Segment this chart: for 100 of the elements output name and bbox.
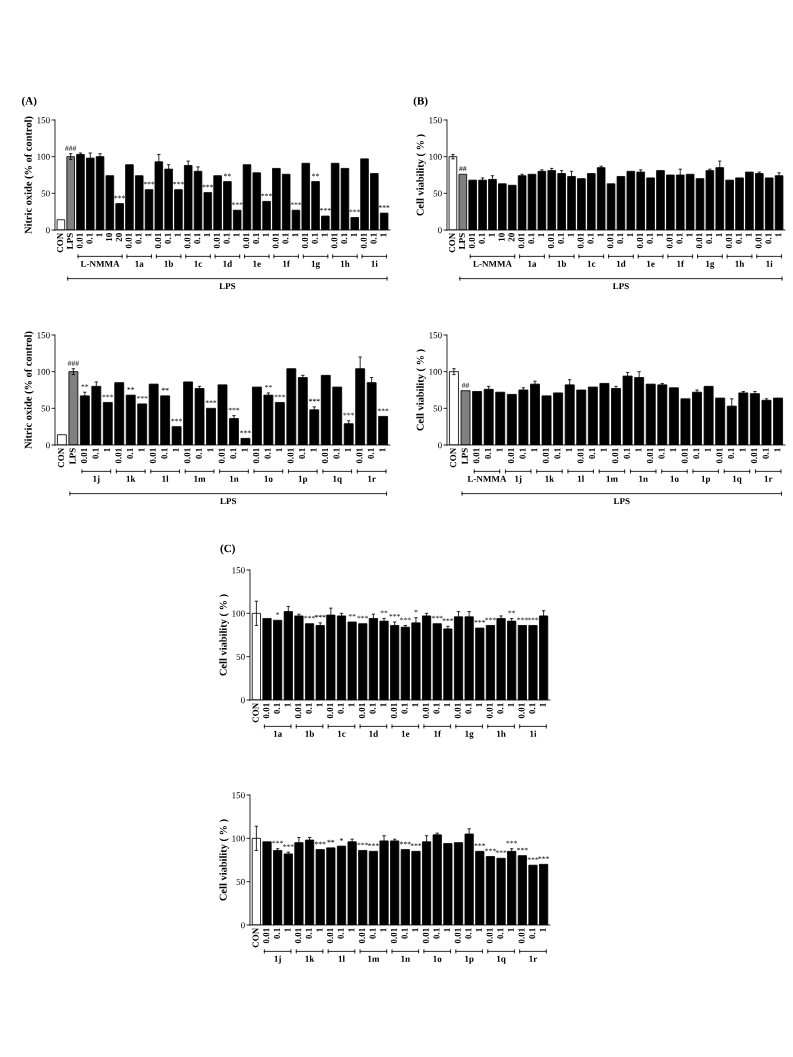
- x-tick-label: 1: [507, 928, 514, 932]
- x-tick-label: 1: [635, 448, 642, 452]
- y-tick-label: 150: [429, 117, 442, 124]
- text: 1o: [433, 955, 442, 962]
- x-tick-label: 0.1: [401, 703, 408, 714]
- x-tick-label: 0.1: [557, 233, 564, 244]
- x-tick-label: 10: [106, 233, 113, 242]
- y-axis-title: Nitric oxide (% of control): [24, 116, 34, 234]
- text: 1i: [766, 260, 773, 267]
- text: 1j: [274, 955, 281, 964]
- text: 1r: [764, 475, 773, 482]
- x-tick-label: 0.1: [164, 233, 171, 244]
- x-tick-label: 0.1: [273, 928, 280, 939]
- text: 1l: [577, 475, 585, 482]
- text: 1f: [434, 730, 442, 737]
- x-tick-label: 1: [207, 448, 214, 452]
- y-tick-label: 150: [37, 332, 50, 339]
- x-tick-label: LPS: [69, 448, 76, 465]
- x-tick-label: 0.01: [155, 233, 162, 249]
- y-tick-label: 50: [236, 878, 245, 885]
- text: 1o: [264, 475, 273, 482]
- x-tick-label: 0.01: [577, 448, 584, 464]
- x-tick-label: 1: [686, 233, 693, 237]
- x-tick-label: 0.1: [706, 233, 713, 244]
- y-tick-label: 150: [232, 567, 245, 574]
- x-tick-label: 0.1: [230, 448, 237, 459]
- x-tick-label: 1: [276, 448, 283, 452]
- y-axis-title: Cell viability ( % ): [219, 594, 229, 676]
- x-tick-label: 0.1: [554, 448, 561, 459]
- x-tick-label: 0.01: [295, 928, 302, 944]
- chart-title: (B): [413, 96, 428, 107]
- y-tick-label: 50: [433, 405, 442, 412]
- x-tick-label: 1: [670, 448, 677, 452]
- text: 1c: [194, 260, 203, 267]
- x-tick-label: 1: [380, 928, 387, 932]
- x-tick-label: 0.01: [577, 233, 584, 249]
- x-tick-label: 0.1: [465, 703, 472, 714]
- x-tick-label: 0.01: [76, 233, 83, 249]
- x-tick-label: 0.01: [454, 703, 461, 719]
- x-tick-label: 1: [204, 233, 210, 237]
- x-tick-label: 1: [538, 233, 545, 237]
- x-tick-label: 1: [380, 233, 387, 237]
- x-axis-title: LPS: [613, 498, 630, 505]
- text: L-NMMA: [80, 260, 120, 267]
- text: 1h: [497, 730, 506, 737]
- text: 1o: [670, 475, 679, 482]
- x-tick-label: 1: [344, 448, 351, 452]
- text: 1m: [194, 475, 206, 482]
- x-tick-label: 1: [476, 928, 482, 932]
- x-tick-label: 0.01: [184, 448, 191, 464]
- y-tick-label: 100: [429, 368, 442, 375]
- x-tick-label: 0.01: [636, 233, 644, 249]
- y-tick-label: 150: [429, 332, 442, 339]
- x-tick-label: 0.01: [218, 448, 225, 464]
- x-axis-title: LPS: [220, 498, 237, 505]
- x-tick-label: 1: [316, 928, 323, 932]
- text: 1i: [371, 260, 378, 267]
- x-tick-label: 1: [715, 233, 722, 237]
- text: 1n: [229, 475, 239, 482]
- x-tick-label: 0.1: [305, 928, 312, 939]
- text: 1p: [465, 955, 474, 964]
- text: 1d: [616, 260, 626, 267]
- text: 1a: [528, 260, 537, 267]
- x-tick-label: 0.01: [390, 928, 397, 944]
- x-tick-label: 0.01: [327, 928, 334, 944]
- x-tick-label: 0.01: [263, 703, 270, 719]
- text: L-NMMA: [473, 260, 512, 267]
- x-tick-label: 1: [348, 928, 355, 932]
- x-tick-label: 0.1: [369, 703, 376, 714]
- y-axis-title: Cell viability ( % ): [219, 819, 229, 901]
- x-tick-label: 0.01: [253, 448, 260, 464]
- x-tick-label: 0.01: [295, 703, 302, 719]
- text: 1h: [735, 260, 745, 267]
- x-tick-label: 0.01: [243, 233, 250, 249]
- x-tick-label: CON: [450, 447, 457, 468]
- x-tick-label: 1: [380, 703, 387, 707]
- x-tick-label: 0.01: [390, 703, 397, 719]
- x-tick-label: 20: [508, 233, 515, 242]
- text: 1c: [337, 730, 346, 737]
- x-tick-label: 1: [379, 448, 386, 452]
- x-tick-label: 1: [775, 233, 782, 237]
- y-tick-label: 0: [45, 227, 50, 234]
- y-axis-title: Nitric oxide (% of control): [24, 331, 34, 449]
- text: 1n: [639, 475, 648, 482]
- x-tick-label: 0.01: [612, 448, 619, 464]
- x-tick-label: 0.1: [589, 448, 596, 459]
- y-tick-label: 0: [437, 442, 442, 449]
- text: 1p: [701, 475, 711, 484]
- text: 1e: [647, 260, 655, 267]
- x-tick-label: 0.1: [135, 233, 142, 244]
- x-tick-label: 1: [600, 448, 607, 452]
- x-tick-label: LPS: [461, 448, 468, 465]
- x-tick-label: 0.1: [478, 233, 485, 244]
- x-tick-label: 0.1: [762, 448, 769, 459]
- x-tick-label: 0.1: [676, 233, 683, 244]
- x-tick-label: CON: [57, 232, 64, 253]
- x-tick-label: 0.01: [272, 233, 279, 249]
- x-axis-title: LPS: [219, 283, 236, 290]
- y-tick-label: 50: [236, 653, 245, 660]
- text: 1m: [606, 475, 618, 482]
